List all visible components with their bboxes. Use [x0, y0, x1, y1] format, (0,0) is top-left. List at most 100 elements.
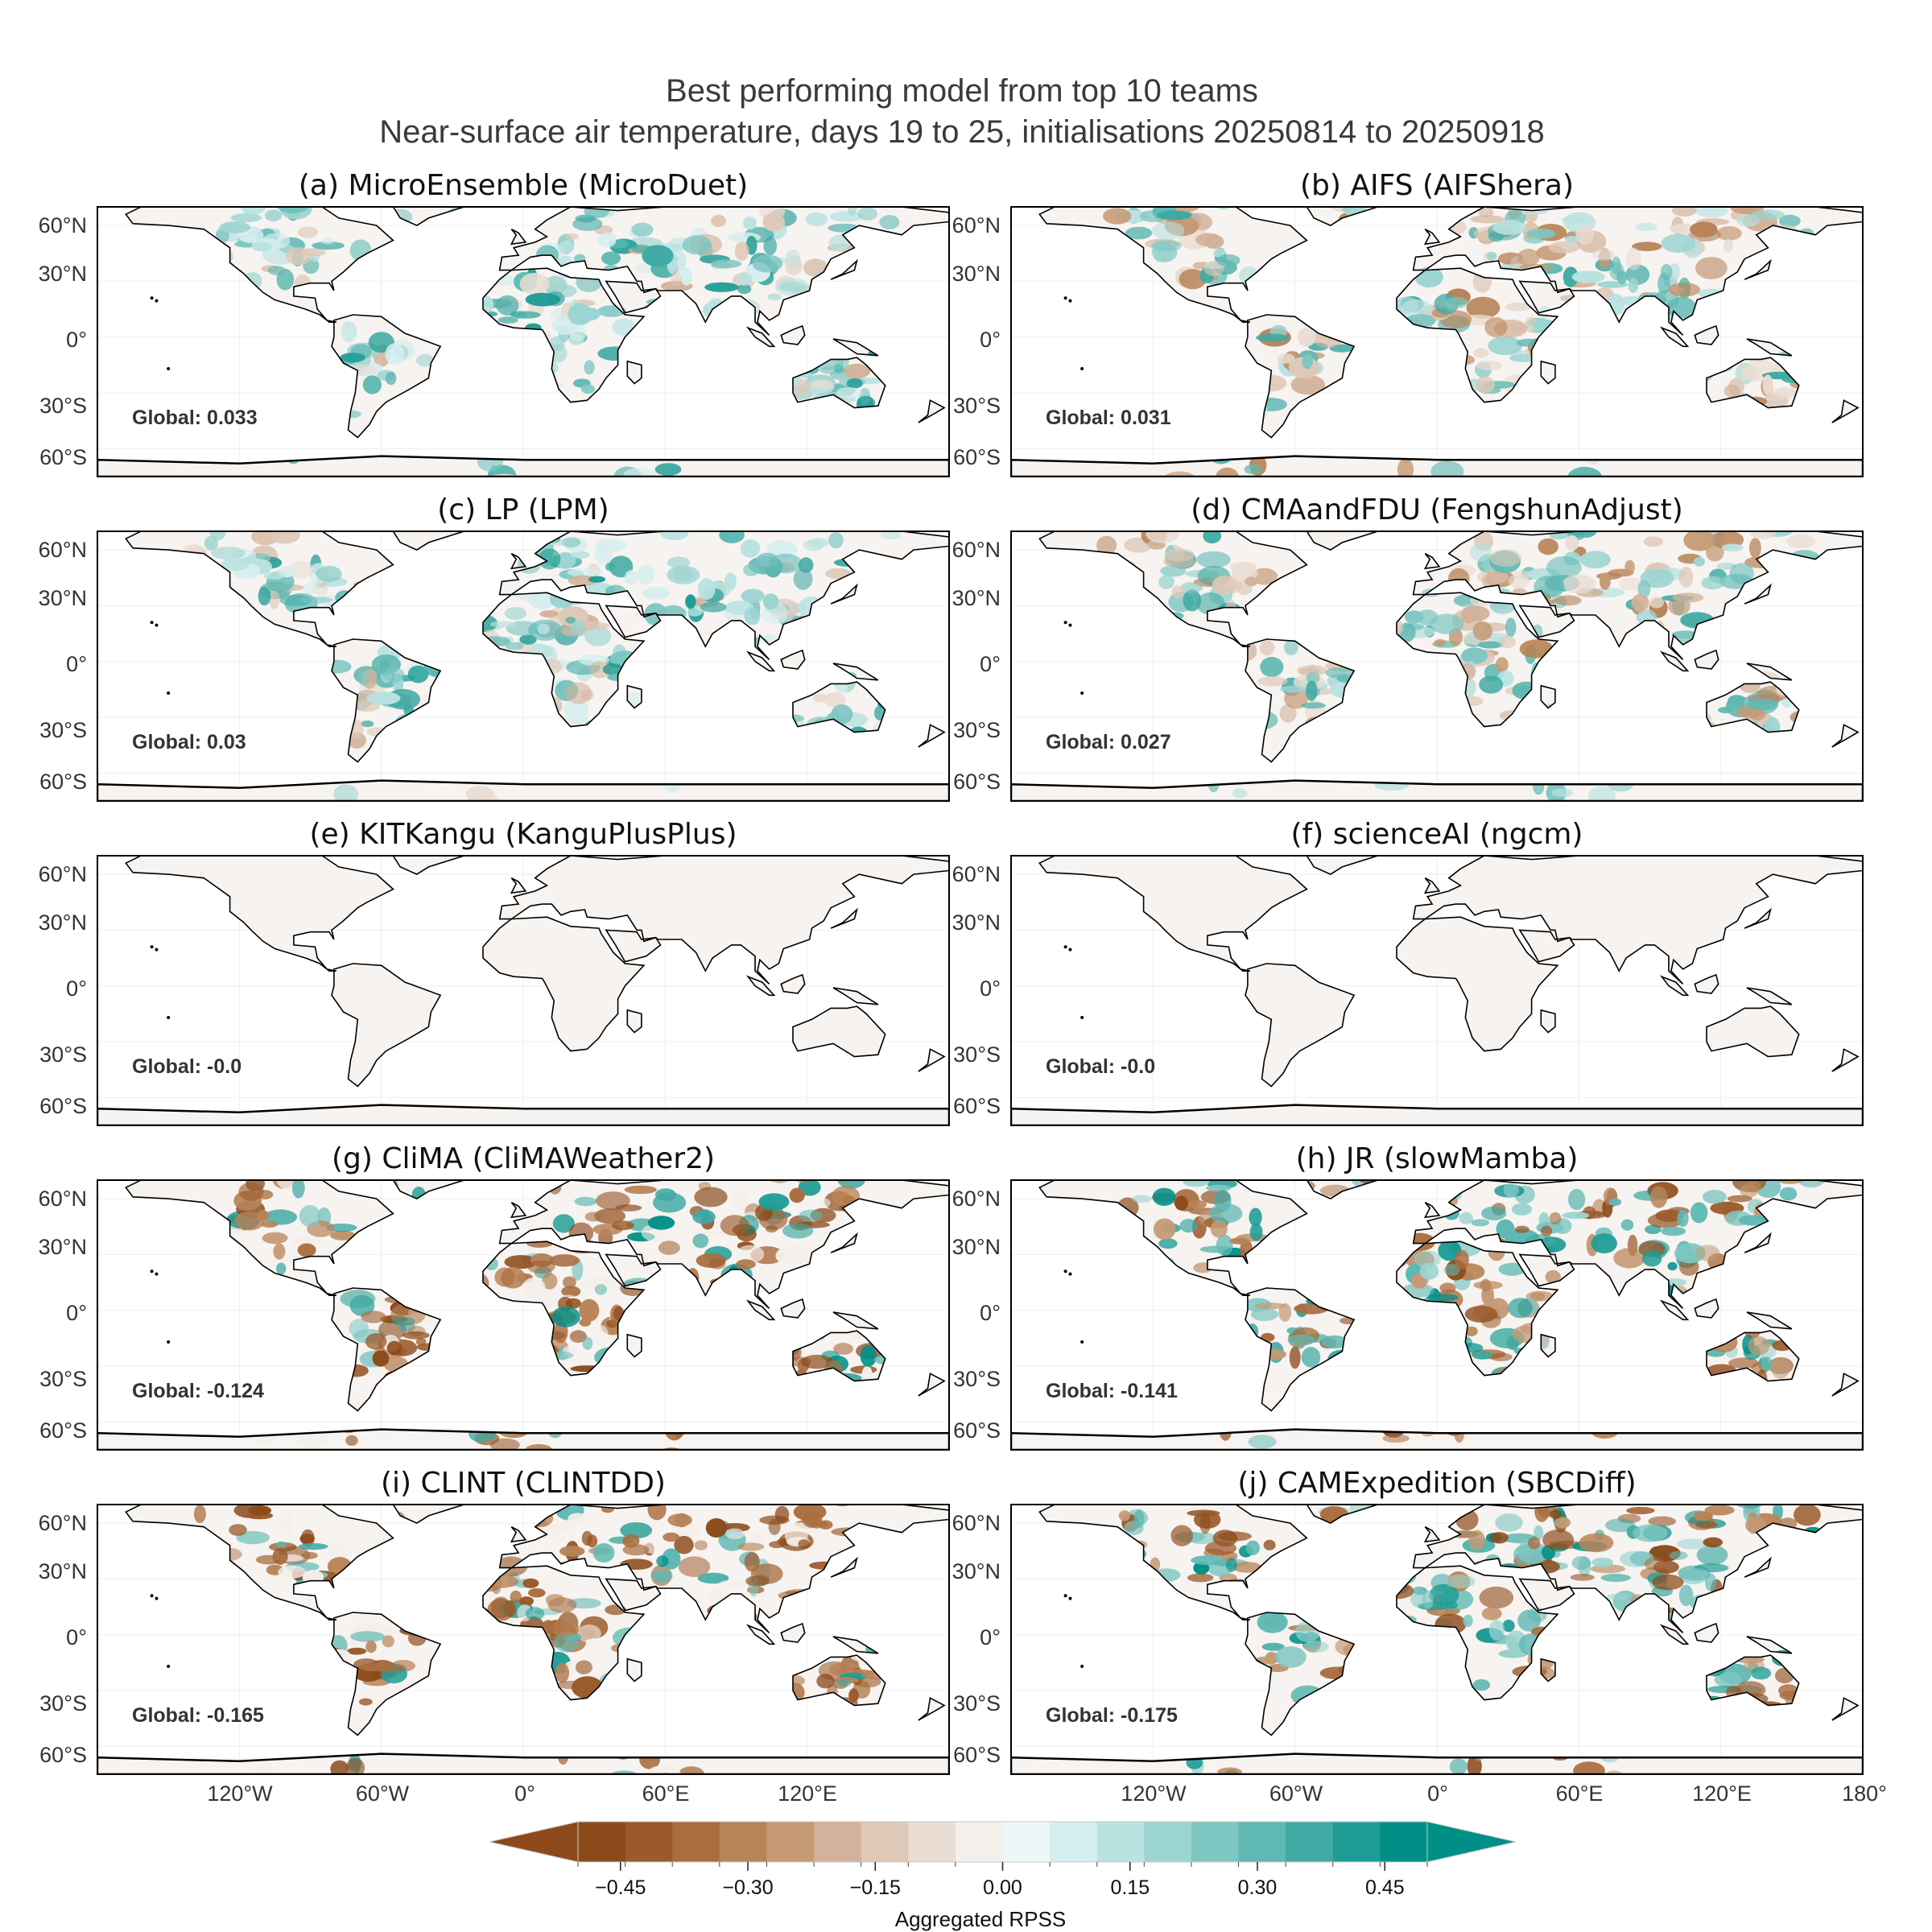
map-frame — [97, 1179, 950, 1451]
colorbar-cell — [766, 1822, 815, 1862]
lat-tick-label: 60°S — [953, 1094, 1001, 1118]
lat-tick-label: 60°S — [953, 445, 1001, 469]
figure-title-line2: Near-surface air temperature, days 19 to… — [379, 114, 1545, 150]
coastlines — [1011, 1505, 1863, 1774]
global-skill-label: Global: -0.165 — [132, 1704, 264, 1727]
landmass-japan — [831, 585, 857, 605]
colorbar-cell — [1050, 1822, 1098, 1862]
lat-tick-label: 0° — [66, 1625, 87, 1649]
lat-tick-label: 60°S — [953, 770, 1001, 794]
lat-tick-label: 30°N — [39, 262, 87, 286]
colorbar-cell — [625, 1822, 673, 1862]
landmass-japan — [1744, 910, 1771, 929]
landmass-new-zealand — [1831, 400, 1859, 423]
landmass-new-zealand — [918, 1049, 945, 1071]
landmass-australia — [1707, 1006, 1799, 1057]
map-area — [1011, 1505, 1863, 1774]
landmass-greenland — [393, 856, 464, 875]
map-area — [97, 856, 949, 1125]
landmass-europe-asia — [1413, 856, 1863, 985]
lat-tick-label: 30°N — [952, 910, 1001, 935]
landmass-japan — [1744, 585, 1771, 605]
landmass-japan — [831, 910, 857, 929]
landmass-borneo — [781, 325, 805, 345]
map-frame — [1010, 1179, 1864, 1451]
lat-tick-label: 60°N — [952, 538, 1001, 562]
landmass-madagascar — [1541, 685, 1555, 708]
map-frame — [97, 1504, 950, 1775]
lat-tick-label: 60°S — [39, 770, 87, 794]
colorbar-tick-label: −0.45 — [595, 1876, 646, 1899]
lat-tick-label: 30°S — [39, 1042, 87, 1067]
lat-tick-label: 60°S — [39, 1418, 87, 1443]
colorbar-cell — [719, 1822, 767, 1862]
landmass-new-guinea — [1747, 988, 1792, 1005]
map-panel: (h) JR (slowMamba) Global: -0.141 60°N 30°N… — [952, 1142, 1864, 1451]
landmass-africa — [483, 917, 644, 1051]
colorbar-cell — [955, 1822, 1004, 1862]
coastlines — [97, 207, 949, 477]
lat-tick-label: 60°N — [952, 213, 1001, 237]
landmass-borneo — [1695, 1298, 1719, 1318]
landmass-europe-asia — [499, 1505, 949, 1633]
lat-tick-label: 30°S — [953, 718, 1001, 742]
lat-tick-label: 60°N — [39, 1511, 87, 1535]
colorbar-tick-label: 0.00 — [983, 1876, 1022, 1899]
lat-tick-label: 0° — [980, 652, 1001, 676]
landmass-sumatra — [1662, 1301, 1688, 1320]
map-panels: (a) MicroEnsemble (MicroDuet) Global: 0.0… — [39, 169, 1864, 1775]
landmass-sumatra — [1662, 328, 1688, 347]
panel-title: (a) MicroEnsemble (MicroDuet) — [299, 169, 748, 202]
map-frame — [97, 206, 950, 477]
lon-tick-label: 60°W — [1269, 1781, 1323, 1806]
lat-tick-label: 0° — [66, 652, 87, 676]
landmass-borneo — [781, 974, 805, 993]
lon-tick-label: 60°W — [356, 1781, 410, 1806]
lat-tick-label: 30°N — [952, 1235, 1001, 1259]
map-panel: (g) CliMA (CliMAWeather2) Global: -0.124 6… — [39, 1142, 950, 1451]
map-frame — [1010, 206, 1864, 477]
landmass-sumatra — [1662, 1625, 1688, 1645]
lat-tick-label: 60°N — [39, 862, 87, 886]
coastlines — [97, 1180, 949, 1450]
colorbar-cell — [1096, 1822, 1145, 1862]
landmass-greenland — [1307, 856, 1378, 875]
map-area — [1011, 1180, 1863, 1450]
global-skill-label: Global: -0.0 — [132, 1055, 242, 1078]
lat-tick-label: 0° — [66, 1301, 87, 1325]
lat-tick-label: 30°S — [953, 1691, 1001, 1715]
lat-tick-label: 30°N — [39, 910, 87, 935]
landmass-new-zealand — [1831, 1698, 1859, 1720]
map-frame — [1010, 1504, 1864, 1775]
colorbar-tick-label: −0.15 — [850, 1876, 901, 1899]
panel-title: (b) AIFS (AIFShera) — [1300, 169, 1574, 202]
colorbar-cell — [1191, 1822, 1240, 1862]
landmass-japan — [1744, 1558, 1771, 1578]
coastlines — [97, 531, 949, 801]
global-skill-label: Global: -0.175 — [1046, 1704, 1178, 1727]
colorbar-label: Aggregated RPSS — [895, 1907, 1066, 1931]
global-skill-label: Global: -0.0 — [1046, 1055, 1155, 1078]
landmass-japan — [831, 261, 857, 280]
coastlines — [97, 1505, 949, 1774]
landmass-arabia — [1519, 605, 1575, 638]
map-panel: (j) CAMExpedition (SBCDiff) Global: -0.17… — [952, 1467, 1864, 1775]
landmass-borneo — [781, 1623, 805, 1642]
colorbar-cell — [1286, 1822, 1334, 1862]
landmass-new-zealand — [918, 724, 945, 747]
global-skill-label: Global: 0.033 — [132, 407, 258, 429]
landmass-arabia — [605, 930, 661, 962]
landmass-greenland — [1307, 531, 1378, 551]
landmass-japan — [831, 1558, 857, 1578]
colorbar-extend-high — [1426, 1821, 1517, 1863]
landmass-sumatra — [748, 1625, 774, 1645]
lat-tick-label: 30°N — [39, 1235, 87, 1259]
lat-tick-label: 30°N — [952, 262, 1001, 286]
coastlines — [1011, 531, 1863, 801]
landmass-borneo — [1695, 974, 1719, 993]
landmass-sumatra — [1662, 976, 1688, 996]
colorbar-cell — [1002, 1822, 1051, 1862]
colorbar-cell — [1332, 1822, 1381, 1862]
lat-tick-label: 60°N — [39, 538, 87, 562]
